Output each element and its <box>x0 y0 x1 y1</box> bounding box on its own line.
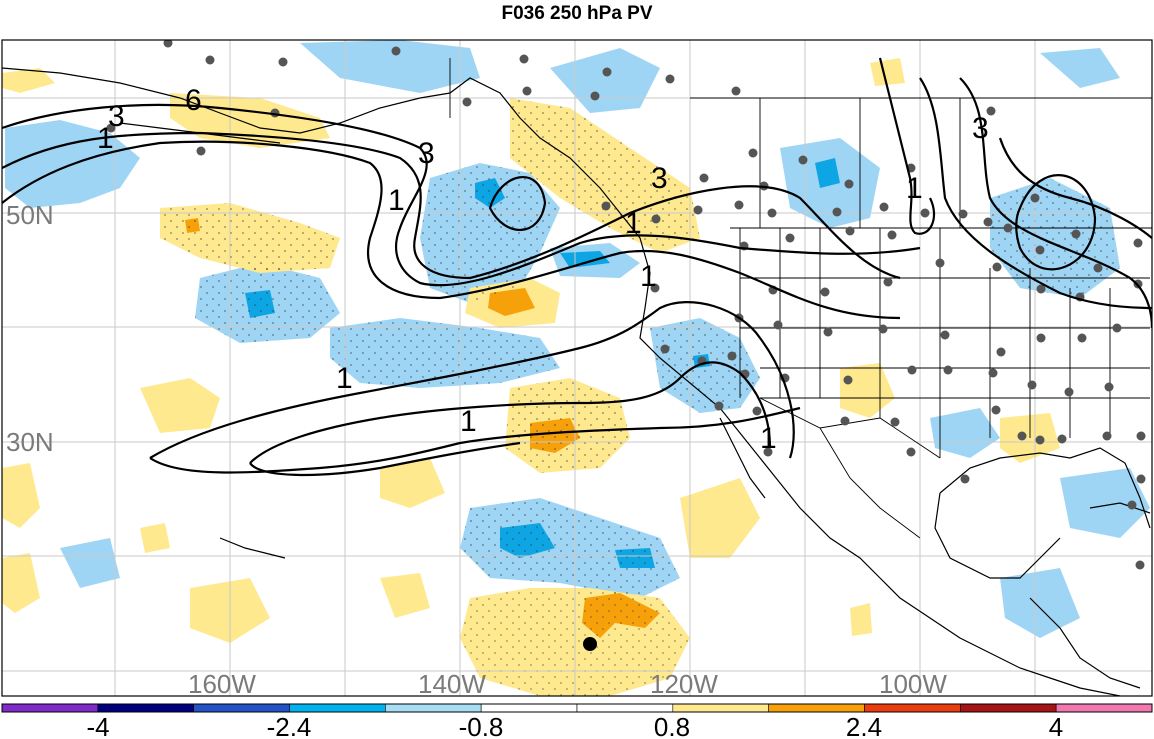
colorbar-swatch <box>97 703 194 713</box>
hawaii <box>219 537 286 559</box>
colorbar-swatch <box>672 703 769 713</box>
colorbar-label: 4 <box>1049 712 1063 739</box>
contour-label: 1 <box>388 184 405 217</box>
alaska-coast <box>2 67 1121 696</box>
pos-region-northeast <box>870 58 905 86</box>
neg-region-caribbean <box>1060 468 1150 538</box>
colorbar-swatch <box>1055 703 1153 713</box>
lat-label-30n: 30N <box>6 427 54 457</box>
colorbar-swatch <box>480 703 578 713</box>
contour-label: 1 <box>336 362 353 395</box>
lon-label-160w: 160W <box>188 669 256 699</box>
pos-core-mid-pacific <box>488 288 535 316</box>
colorbar-swatches <box>1 703 1153 713</box>
baja-coast <box>719 417 766 499</box>
political-borders <box>449 58 1152 539</box>
mexico-east-coast <box>934 492 1061 579</box>
pos-region-far-west <box>2 463 40 528</box>
lon-label-100w: 100W <box>879 669 947 699</box>
neg-region-gulf <box>930 408 1000 458</box>
central-america <box>1029 597 1141 689</box>
lon-label-120w: 120W <box>650 669 718 699</box>
colorbar-swatch <box>768 703 865 713</box>
contour-labels: 6 3 1 3 1 3 1 1 1 1 3 1 1 <box>97 84 989 455</box>
colorbar-swatch <box>193 703 290 713</box>
map-frame <box>1 39 1153 697</box>
lat-label-50n: 50N <box>6 200 54 230</box>
pv-map: 6 3 1 3 1 3 1 1 1 1 3 1 1 50N 30N 160W 1… <box>1 39 1153 739</box>
pv-anomaly-shading <box>2 40 1150 696</box>
contour-label: 3 <box>108 100 125 133</box>
contour-label: 1 <box>640 260 657 293</box>
contour-label: 1 <box>906 172 923 205</box>
pos-region-far-west-top <box>2 68 55 93</box>
pos-region-hawaii <box>140 378 220 433</box>
colorbar-label: 2.4 <box>846 712 882 739</box>
contour-label: 1 <box>625 207 642 240</box>
contour-label: 1 <box>760 422 777 455</box>
pos-region-southwest-us <box>840 363 895 418</box>
colorbar-label: -0.8 <box>459 712 504 739</box>
pos-region-mexico-east <box>850 603 872 636</box>
neg-core-bc <box>560 251 610 268</box>
neg-core-rockies <box>815 158 840 188</box>
lon-label-140w: 140W <box>418 669 486 699</box>
colorbar-swatch <box>385 703 482 713</box>
pos-region-west-coast <box>380 458 445 508</box>
contour-label: 3 <box>972 112 989 145</box>
colorbar-label: -2.4 <box>267 712 312 739</box>
neg-region-ne-corner <box>1040 48 1120 88</box>
contour-label: 1 <box>97 122 114 155</box>
pos-region-far-west-2 <box>2 553 40 613</box>
colorbar-swatch <box>289 703 386 713</box>
neg-region-west-small <box>60 538 120 588</box>
caribbean-islands <box>1089 502 1151 514</box>
pos-region-subtropic-east <box>680 478 760 558</box>
pv-contours <box>2 57 1152 477</box>
pos-region-pacific-sw <box>140 523 170 553</box>
contour-label: 3 <box>418 137 435 170</box>
neg-region-canada <box>550 48 660 113</box>
neg-region-central-am <box>1000 568 1080 638</box>
colorbar-swatch <box>1 703 99 713</box>
us-gulf-coast <box>939 447 1151 529</box>
contour-label: 3 <box>651 162 668 195</box>
pos-region-south-pacific-2 <box>380 573 430 618</box>
colorbar-label: 0.8 <box>654 712 690 739</box>
chart-title: F036 250 hPa PV <box>501 3 653 24</box>
contour-label: 1 <box>460 405 477 438</box>
storm-center-marker <box>583 637 597 651</box>
coastlines <box>2 67 1151 696</box>
colorbar: -4 -2.4 -0.8 0.8 2.4 4 <box>1 703 1153 739</box>
colorbar-swatch <box>960 703 1057 713</box>
colorbar-swatch <box>864 703 961 713</box>
contour-label: 6 <box>185 84 202 117</box>
colorbar-swatch <box>576 703 674 713</box>
colorbar-label: -4 <box>86 712 109 739</box>
